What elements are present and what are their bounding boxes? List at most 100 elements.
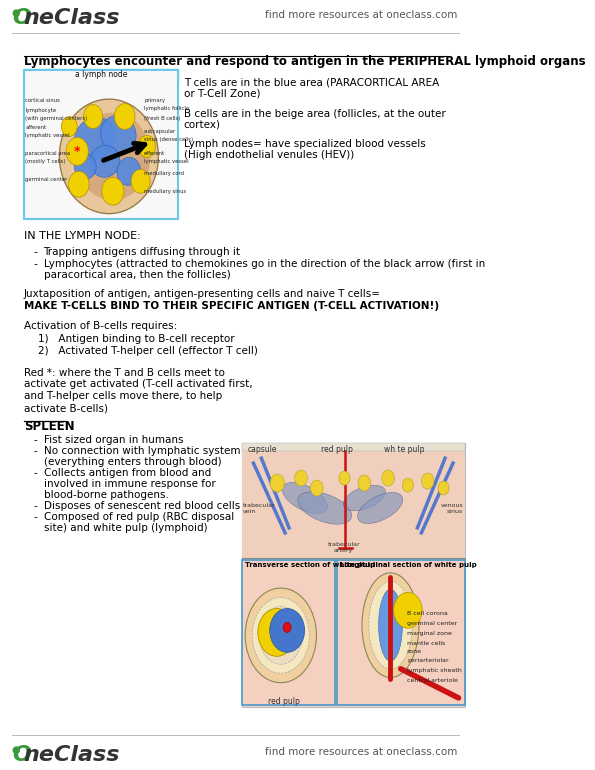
Text: capsule: capsule bbox=[248, 445, 277, 454]
Circle shape bbox=[131, 169, 150, 193]
Circle shape bbox=[61, 116, 77, 136]
Text: -: - bbox=[33, 435, 37, 445]
Ellipse shape bbox=[74, 154, 96, 179]
Text: neClass: neClass bbox=[24, 8, 120, 28]
Circle shape bbox=[270, 474, 284, 492]
Ellipse shape bbox=[101, 116, 136, 153]
Text: Juxtaposition of antigen, antigen-presenting cells and naive T cells=: Juxtaposition of antigen, antigen-presen… bbox=[24, 289, 381, 299]
Text: or T-Cell Zone): or T-Cell Zone) bbox=[184, 89, 260, 99]
Text: activate B-cells): activate B-cells) bbox=[24, 403, 108, 413]
Circle shape bbox=[358, 475, 371, 491]
Text: and T-helper cells move there, to help: and T-helper cells move there, to help bbox=[24, 391, 222, 401]
Circle shape bbox=[394, 592, 422, 628]
Text: No connection with lymphatic system: No connection with lymphatic system bbox=[43, 447, 240, 456]
Text: a lymph node: a lymph node bbox=[75, 70, 127, 79]
Circle shape bbox=[295, 470, 307, 486]
Text: cortex): cortex) bbox=[184, 119, 221, 129]
Circle shape bbox=[438, 481, 449, 495]
Text: Activation of B-cells requires:: Activation of B-cells requires: bbox=[24, 321, 177, 331]
Circle shape bbox=[66, 138, 88, 166]
Text: paracortical area, then the follicles): paracortical area, then the follicles) bbox=[43, 270, 230, 280]
Text: lymphocyte: lymphocyte bbox=[26, 108, 57, 112]
Text: Fist sized organ in humans: Fist sized organ in humans bbox=[43, 435, 183, 445]
Text: primary: primary bbox=[144, 98, 165, 102]
Circle shape bbox=[283, 622, 291, 632]
Bar bbox=[242, 444, 465, 707]
Text: MAKE T-CELLS BIND TO THEIR SPECIFIC ANTIGEN (T-CELL ACTIVATION!): MAKE T-CELLS BIND TO THEIR SPECIFIC ANTI… bbox=[24, 301, 439, 311]
Text: (High endothelial venules (HEV)): (High endothelial venules (HEV)) bbox=[184, 150, 354, 160]
Circle shape bbox=[382, 470, 394, 486]
Ellipse shape bbox=[358, 493, 403, 524]
Bar bbox=[24, 69, 179, 82]
Text: venous
sinus: venous sinus bbox=[440, 503, 464, 514]
Text: Red *: where the T and B cells meet to: Red *: where the T and B cells meet to bbox=[24, 367, 225, 377]
Circle shape bbox=[339, 471, 350, 485]
Ellipse shape bbox=[259, 607, 302, 665]
Text: (with germinal centers): (with germinal centers) bbox=[26, 116, 87, 121]
Text: medullary sinus: medullary sinus bbox=[144, 189, 186, 194]
Text: site) and white pulp (lymphoid): site) and white pulp (lymphoid) bbox=[43, 523, 207, 533]
Text: Lymphocytes encounter and respond to antigen in the PERIPHERAL lymphoid organs: Lymphocytes encounter and respond to ant… bbox=[24, 55, 585, 68]
Text: red pulp: red pulp bbox=[321, 445, 353, 454]
Text: trabecular
artery: trabecular artery bbox=[327, 542, 360, 553]
Text: germinal center: germinal center bbox=[407, 621, 458, 625]
Text: Transverse section of white pulp: Transverse section of white pulp bbox=[245, 562, 375, 567]
Circle shape bbox=[83, 105, 102, 129]
Text: lymphatic vessel: lymphatic vessel bbox=[26, 133, 70, 139]
Text: -: - bbox=[33, 447, 37, 456]
Text: Collects antigen from blood and: Collects antigen from blood and bbox=[43, 468, 211, 478]
Text: -: - bbox=[33, 259, 37, 269]
Text: Lymphocytes (attracted to chemokines go in the direction of the black arrow (fir: Lymphocytes (attracted to chemokines go … bbox=[43, 259, 485, 269]
Text: ●: ● bbox=[12, 8, 20, 18]
Text: Disposes of senescent red blood cells: Disposes of senescent red blood cells bbox=[43, 501, 240, 511]
Bar bbox=[24, 70, 179, 219]
Circle shape bbox=[311, 480, 323, 496]
Ellipse shape bbox=[60, 99, 158, 213]
Ellipse shape bbox=[362, 573, 419, 678]
Text: zone: zone bbox=[407, 648, 422, 654]
Text: efferent: efferent bbox=[144, 152, 165, 156]
Text: -: - bbox=[33, 247, 37, 257]
Circle shape bbox=[421, 473, 434, 489]
Text: lymphatic follicle: lymphatic follicle bbox=[144, 105, 189, 111]
Circle shape bbox=[114, 104, 135, 129]
Text: Longitudinal section of white pulp: Longitudinal section of white pulp bbox=[340, 562, 477, 567]
Text: neClass: neClass bbox=[24, 745, 120, 765]
Text: subcapsular: subcapsular bbox=[144, 129, 176, 135]
Text: lymphatic vessel: lymphatic vessel bbox=[144, 159, 189, 164]
Ellipse shape bbox=[90, 146, 120, 177]
Bar bbox=[337, 560, 465, 705]
Circle shape bbox=[270, 608, 305, 652]
Ellipse shape bbox=[283, 483, 327, 514]
Text: wh te pulp: wh te pulp bbox=[384, 445, 425, 454]
Text: 1)   Antigen binding to B-cell receptor: 1) Antigen binding to B-cell receptor bbox=[38, 333, 234, 343]
Text: Composed of red pulp (RBC disposal: Composed of red pulp (RBC disposal bbox=[43, 512, 234, 522]
Text: 2)   Activated T-helper cell (effector T cell): 2) Activated T-helper cell (effector T c… bbox=[38, 346, 258, 356]
Text: find more resources at oneclass.com: find more resources at oneclass.com bbox=[265, 747, 458, 757]
Ellipse shape bbox=[378, 589, 402, 661]
Ellipse shape bbox=[245, 588, 317, 683]
Ellipse shape bbox=[298, 492, 352, 524]
Circle shape bbox=[402, 478, 414, 492]
Text: marginal zone: marginal zone bbox=[407, 631, 452, 635]
Text: Lymph nodes= have specialized blood vessels: Lymph nodes= have specialized blood vess… bbox=[184, 139, 425, 149]
Text: -: - bbox=[33, 512, 37, 522]
Ellipse shape bbox=[343, 485, 386, 511]
Text: B cell corona: B cell corona bbox=[407, 611, 448, 616]
Text: germinal center: germinal center bbox=[26, 177, 68, 182]
Ellipse shape bbox=[117, 157, 140, 186]
Text: -: - bbox=[33, 468, 37, 478]
Bar bbox=[242, 560, 335, 705]
Text: B cells are in the beige area (follicles, at the outer: B cells are in the beige area (follicles… bbox=[184, 109, 446, 119]
Text: red pulp: red pulp bbox=[268, 697, 299, 706]
Text: central arteriole: central arteriole bbox=[407, 678, 458, 684]
Text: IN THE LYMPH NODE:: IN THE LYMPH NODE: bbox=[24, 231, 140, 241]
Text: involved in immune response for: involved in immune response for bbox=[43, 479, 215, 489]
Text: Trapping antigens diffusing through it: Trapping antigens diffusing through it bbox=[43, 247, 240, 257]
Text: activate get activated (T-cell activated first,: activate get activated (T-cell activated… bbox=[24, 380, 252, 390]
Ellipse shape bbox=[369, 581, 412, 669]
Text: lymphatic sheath: lymphatic sheath bbox=[407, 668, 462, 674]
Bar bbox=[242, 444, 465, 451]
Text: sinus (dense cells): sinus (dense cells) bbox=[144, 138, 193, 142]
Ellipse shape bbox=[252, 598, 309, 673]
